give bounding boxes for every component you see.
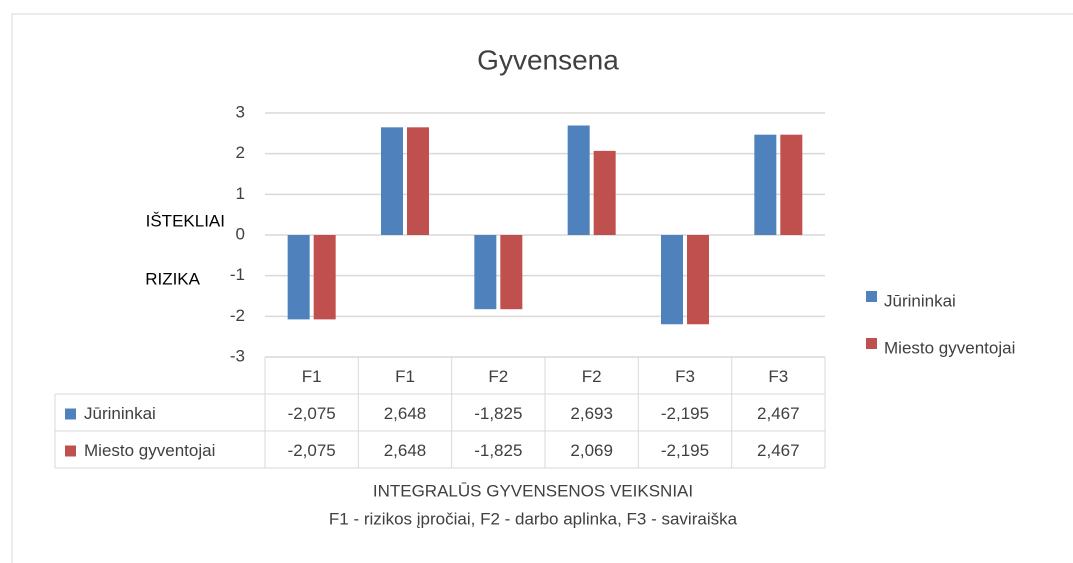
table-value: 2,467 — [757, 404, 800, 423]
x-tick-label: F3 — [768, 367, 788, 386]
annotation: RIZIKA — [145, 269, 200, 288]
x-axis-label: INTEGRALŪS GYVENSENOS VEIKSNIAI — [373, 481, 693, 500]
bar — [313, 235, 336, 320]
table-value: 2,648 — [384, 441, 427, 460]
legend-key — [866, 291, 877, 302]
bar — [687, 235, 709, 325]
legend-label: Miesto gyventojai — [884, 338, 1015, 357]
x-tick-label: F2 — [488, 367, 508, 386]
bar — [567, 125, 590, 235]
table-value: 2,648 — [384, 404, 427, 423]
table-series-name: Miesto gyventojai — [84, 441, 215, 460]
table-value: 2,069 — [570, 441, 613, 460]
bar — [593, 150, 616, 235]
bar — [780, 134, 803, 235]
y-tick-label: 1 — [236, 184, 245, 203]
legend-key — [65, 445, 76, 457]
bar — [381, 127, 403, 235]
chart-frame — [11, 13, 1073, 563]
y-tick-label: 3 — [236, 102, 245, 121]
bar — [754, 134, 777, 235]
bar — [474, 235, 497, 310]
table-series-name: Jūrininkai — [84, 404, 156, 423]
legend-label: Jūrininkai — [884, 291, 956, 310]
y-tick-label: -2 — [230, 306, 245, 325]
y-tick-label: 0 — [236, 224, 245, 243]
x-axis-note: F1 - rizikos įpročiai, F2 - darbo aplink… — [329, 509, 738, 528]
bar — [407, 127, 429, 235]
legend-key — [866, 338, 877, 349]
table-value: -2,195 — [661, 441, 709, 460]
y-tick-label: -1 — [230, 265, 245, 284]
y-tick-label: -3 — [230, 346, 245, 365]
bar — [661, 235, 683, 325]
x-tick-label: F2 — [582, 367, 602, 386]
x-tick-label: F1 — [395, 367, 415, 386]
y-tick-label: 2 — [236, 143, 245, 162]
legend-key — [65, 408, 76, 420]
bar — [287, 235, 310, 320]
x-tick-label: F1 — [302, 367, 322, 386]
table-value: 2,693 — [570, 404, 613, 423]
table-value: -1,825 — [474, 441, 522, 460]
bar — [500, 235, 523, 310]
table-value: 2,467 — [757, 441, 800, 460]
table-value: -2,075 — [288, 441, 336, 460]
table-value: -2,195 — [661, 404, 709, 423]
x-tick-label: F3 — [675, 367, 695, 386]
table-value: -2,075 — [288, 404, 336, 423]
table-value: -1,825 — [474, 404, 522, 423]
annotation: IŠTEKLIAI — [146, 211, 225, 230]
chart-title: Gyvensena — [477, 44, 619, 75]
